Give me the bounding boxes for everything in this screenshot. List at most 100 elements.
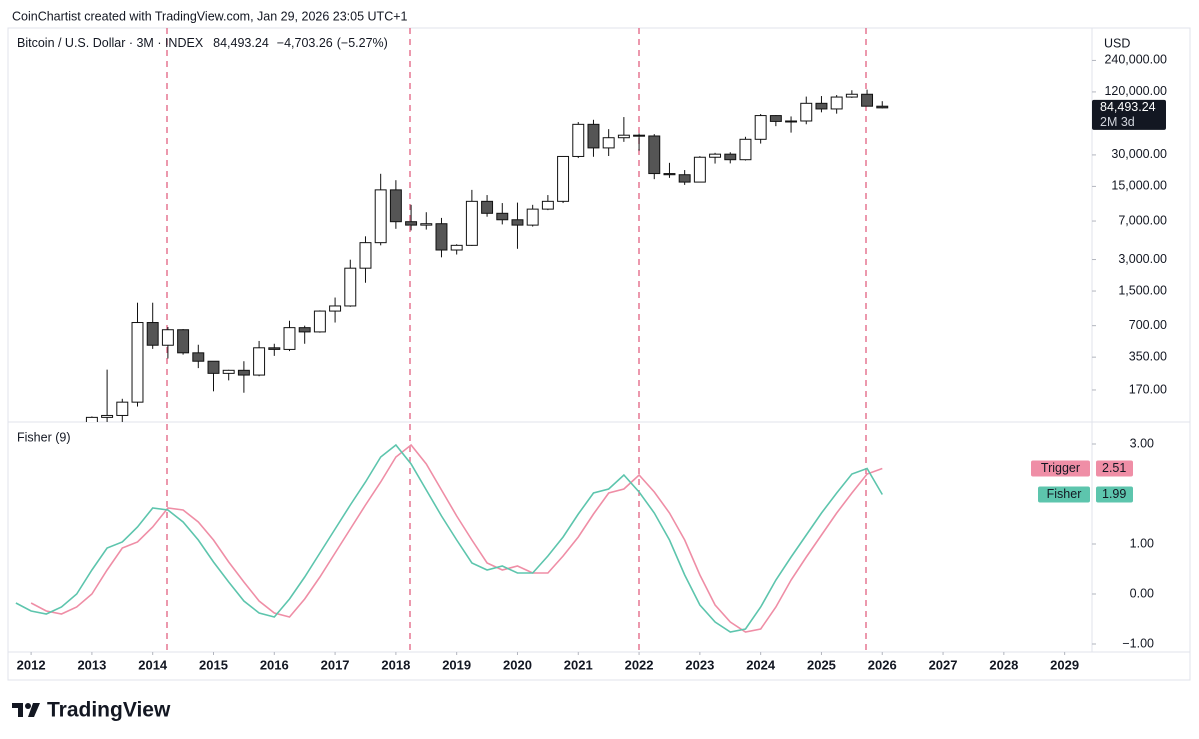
candle-body [420, 223, 433, 226]
price-pane [85, 89, 889, 422]
candle-body [207, 360, 220, 374]
candle-body [633, 134, 646, 137]
series-line [15, 443, 883, 633]
y-tick-label: −1.00 [1122, 636, 1154, 650]
x-tick-label: 2020 [503, 657, 532, 672]
y-tick-label: 15,000.00 [1111, 179, 1167, 193]
candle-body [101, 414, 114, 418]
y-tick-label: 700.00 [1129, 318, 1167, 332]
logo: TradingView [12, 699, 171, 722]
logo-icon [28, 703, 40, 717]
candle-body [161, 329, 174, 346]
change-percent: (−5.27%) [337, 36, 388, 50]
candle-body [192, 352, 205, 362]
candle-body [663, 173, 676, 176]
logo-icon [12, 703, 23, 717]
candle-body [648, 135, 661, 175]
candle-body [769, 115, 782, 122]
candle-body [526, 208, 539, 226]
candle-body [450, 244, 463, 251]
x-tick-label: 2028 [989, 657, 1018, 672]
legend-box [1038, 486, 1090, 503]
candle-body [253, 347, 266, 376]
candle-body [131, 322, 144, 403]
x-tick-label: 2027 [929, 657, 958, 672]
y-tick-label: 3,000.00 [1118, 252, 1167, 266]
x-tick-label: 2016 [260, 657, 289, 672]
y-tick-label: 0.00 [1130, 586, 1154, 600]
x-tick-label: 2023 [685, 657, 714, 672]
candle-body [344, 267, 357, 307]
candle-body [572, 123, 585, 157]
symbol-title: Bitcoin / U.S. Dollar · 3M · INDEX [17, 36, 204, 50]
candle-body [830, 96, 843, 110]
candle-body [587, 123, 600, 149]
indicator-title: Fisher (9) [17, 430, 70, 444]
y-tick-label: 1,500.00 [1118, 283, 1167, 297]
y-tick-label: 170.00 [1129, 382, 1167, 396]
change: −4,703.26 [277, 36, 333, 50]
x-tick-label: 2022 [625, 657, 654, 672]
candle-body [85, 416, 98, 422]
last-value-label: 1.99 [1102, 487, 1126, 501]
candle-body [329, 305, 342, 312]
legend-name: Fisher [1047, 487, 1082, 501]
header: CoinChartist created with TradingView.co… [12, 9, 408, 23]
candle-body [876, 105, 889, 109]
candle-body [541, 200, 554, 210]
candle-body [724, 153, 737, 161]
candle-body [693, 156, 706, 183]
candle-body [389, 189, 402, 223]
candle-body [481, 200, 494, 214]
candle-body [785, 120, 798, 123]
last-price: 84,493.24 [213, 36, 269, 50]
x-tick-label: 2014 [138, 657, 168, 672]
candle-body [800, 102, 813, 122]
price-tag [1092, 99, 1166, 130]
x-tick-label: 2029 [1050, 657, 1079, 672]
candle-body [374, 189, 387, 244]
y-tick-label: 350.00 [1129, 349, 1167, 363]
candle-body [511, 219, 524, 226]
legend-box [1031, 460, 1090, 477]
candle-body [465, 200, 478, 246]
candle-body [313, 310, 326, 333]
candle-body [405, 221, 418, 226]
series-line [30, 443, 883, 633]
x-tick-label: 2012 [17, 657, 46, 672]
x-tick-label: 2026 [868, 657, 897, 672]
candle-body [222, 369, 235, 374]
x-tick-label: 2015 [199, 657, 228, 672]
legend-name: Trigger [1041, 461, 1080, 475]
candle-body [709, 153, 722, 158]
candle-body [815, 102, 828, 110]
candle-body [617, 134, 630, 139]
last-value-label: 2.51 [1102, 461, 1126, 475]
price-tag-value: 84,493.24 [1100, 100, 1156, 114]
y-tick-label: 240,000.00 [1104, 53, 1167, 67]
x-tick-label: 2025 [807, 657, 836, 672]
candle-body [177, 329, 190, 354]
x-tick-label: 2017 [321, 657, 350, 672]
candle-body [845, 93, 858, 98]
frame [7, 27, 1191, 681]
x-tick-label: 2024 [746, 657, 776, 672]
y-tick-label: 120,000.00 [1104, 84, 1167, 98]
y-tick-label: 7,000.00 [1118, 213, 1167, 227]
x-tick-label: 2013 [77, 657, 106, 672]
value-box [1096, 486, 1133, 503]
logo-text: TradingView [47, 699, 171, 722]
x-tick-label: 2021 [564, 657, 593, 672]
candle-body [602, 137, 615, 149]
candle-body [861, 93, 874, 107]
candle-body [557, 155, 570, 202]
candle-body [739, 138, 752, 161]
logo-icon [25, 703, 31, 709]
candle-body [435, 223, 448, 251]
candle-body [359, 242, 372, 269]
candle-body [678, 174, 691, 183]
indicator-pane [15, 443, 883, 633]
y-tick-label: 3.00 [1130, 436, 1154, 450]
